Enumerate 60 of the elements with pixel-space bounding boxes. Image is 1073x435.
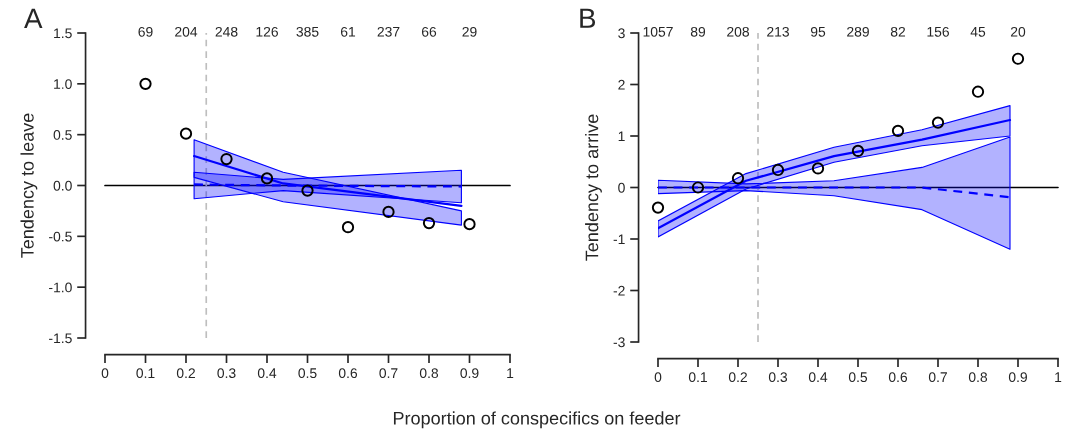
y-tick-label: 1.0 xyxy=(54,79,72,89)
x-tick-label: 0.6 xyxy=(338,368,358,379)
x-tick-label: 0.2 xyxy=(728,372,747,383)
x-tick-label: 0.3 xyxy=(217,368,236,379)
x-tick-label: 0.6 xyxy=(888,372,908,383)
y-tick-label: -2 xyxy=(613,285,625,296)
y-tick-label: -1 xyxy=(613,234,625,245)
x-tick-label: 0 xyxy=(654,372,662,383)
y-axis-title: Tendency to arrive xyxy=(585,114,602,261)
x-tick-label: 0.1 xyxy=(136,368,155,379)
y-tick-label: -1.5 xyxy=(49,333,72,344)
annotation: 289 xyxy=(847,26,869,37)
y-tick-label: -0.5 xyxy=(49,231,72,242)
y-tick-label: 0.5 xyxy=(53,130,72,140)
x-tick-label: 0.3 xyxy=(768,372,788,383)
annotation: 66 xyxy=(421,26,437,37)
x-tick-label: 0.2 xyxy=(176,368,195,379)
y-tick-label: -3 xyxy=(613,337,625,348)
x-axis-title: Proportion of conspecifics on feeder xyxy=(393,411,681,429)
annotation: 237 xyxy=(377,26,400,37)
y-tick-label: 0.0 xyxy=(53,180,72,191)
chart-title: A xyxy=(24,8,43,28)
y-axis-title: Tendency to leave xyxy=(20,113,38,258)
annotation: 204 xyxy=(175,26,198,37)
annotation: 126 xyxy=(256,26,278,37)
annotation: 45 xyxy=(970,27,986,37)
x-tick-label: 0.1 xyxy=(688,372,707,383)
x-tick-label: 1 xyxy=(507,368,514,378)
annotation: 213 xyxy=(767,26,789,37)
annotation: 385 xyxy=(296,26,319,37)
annotation: 89 xyxy=(690,26,706,37)
annotation: 208 xyxy=(727,26,749,37)
x-tick-label: 0.8 xyxy=(419,368,439,379)
y-tick-label: -1.0 xyxy=(49,282,72,293)
x-tick-label: 0.7 xyxy=(379,368,398,379)
x-tick-label: 1 xyxy=(1055,372,1062,382)
annotation: 20 xyxy=(1010,26,1026,37)
annotation: 82 xyxy=(890,26,906,37)
y-tick-label: 0 xyxy=(618,182,625,193)
y-tick-label: 2 xyxy=(618,79,625,90)
annotation: 248 xyxy=(215,26,238,37)
x-tick-label: 0.4 xyxy=(257,368,277,379)
annotation: 95 xyxy=(810,26,826,37)
y-tick-label: 1.5 xyxy=(54,28,72,39)
x-tick-label: 0.5 xyxy=(848,372,868,383)
x-tick-label: 0.9 xyxy=(1008,372,1027,383)
x-tick-label: 0.8 xyxy=(968,372,988,383)
x-tick-label: 0.7 xyxy=(928,372,947,383)
y-tick-label: 1 xyxy=(618,131,625,142)
annotation: 69 xyxy=(138,26,153,37)
annotation: 156 xyxy=(927,26,949,37)
annotation: 1057 xyxy=(643,26,673,37)
y-tick-label: 3 xyxy=(618,28,625,39)
annotation: 29 xyxy=(462,26,477,37)
chart-title: B xyxy=(580,8,596,28)
x-tick-label: 0 xyxy=(101,368,109,379)
x-tick-label: 0.9 xyxy=(460,368,479,379)
annotation: 61 xyxy=(340,26,356,37)
x-tick-label: 0.4 xyxy=(808,372,828,383)
x-tick-label: 0.5 xyxy=(298,368,317,379)
